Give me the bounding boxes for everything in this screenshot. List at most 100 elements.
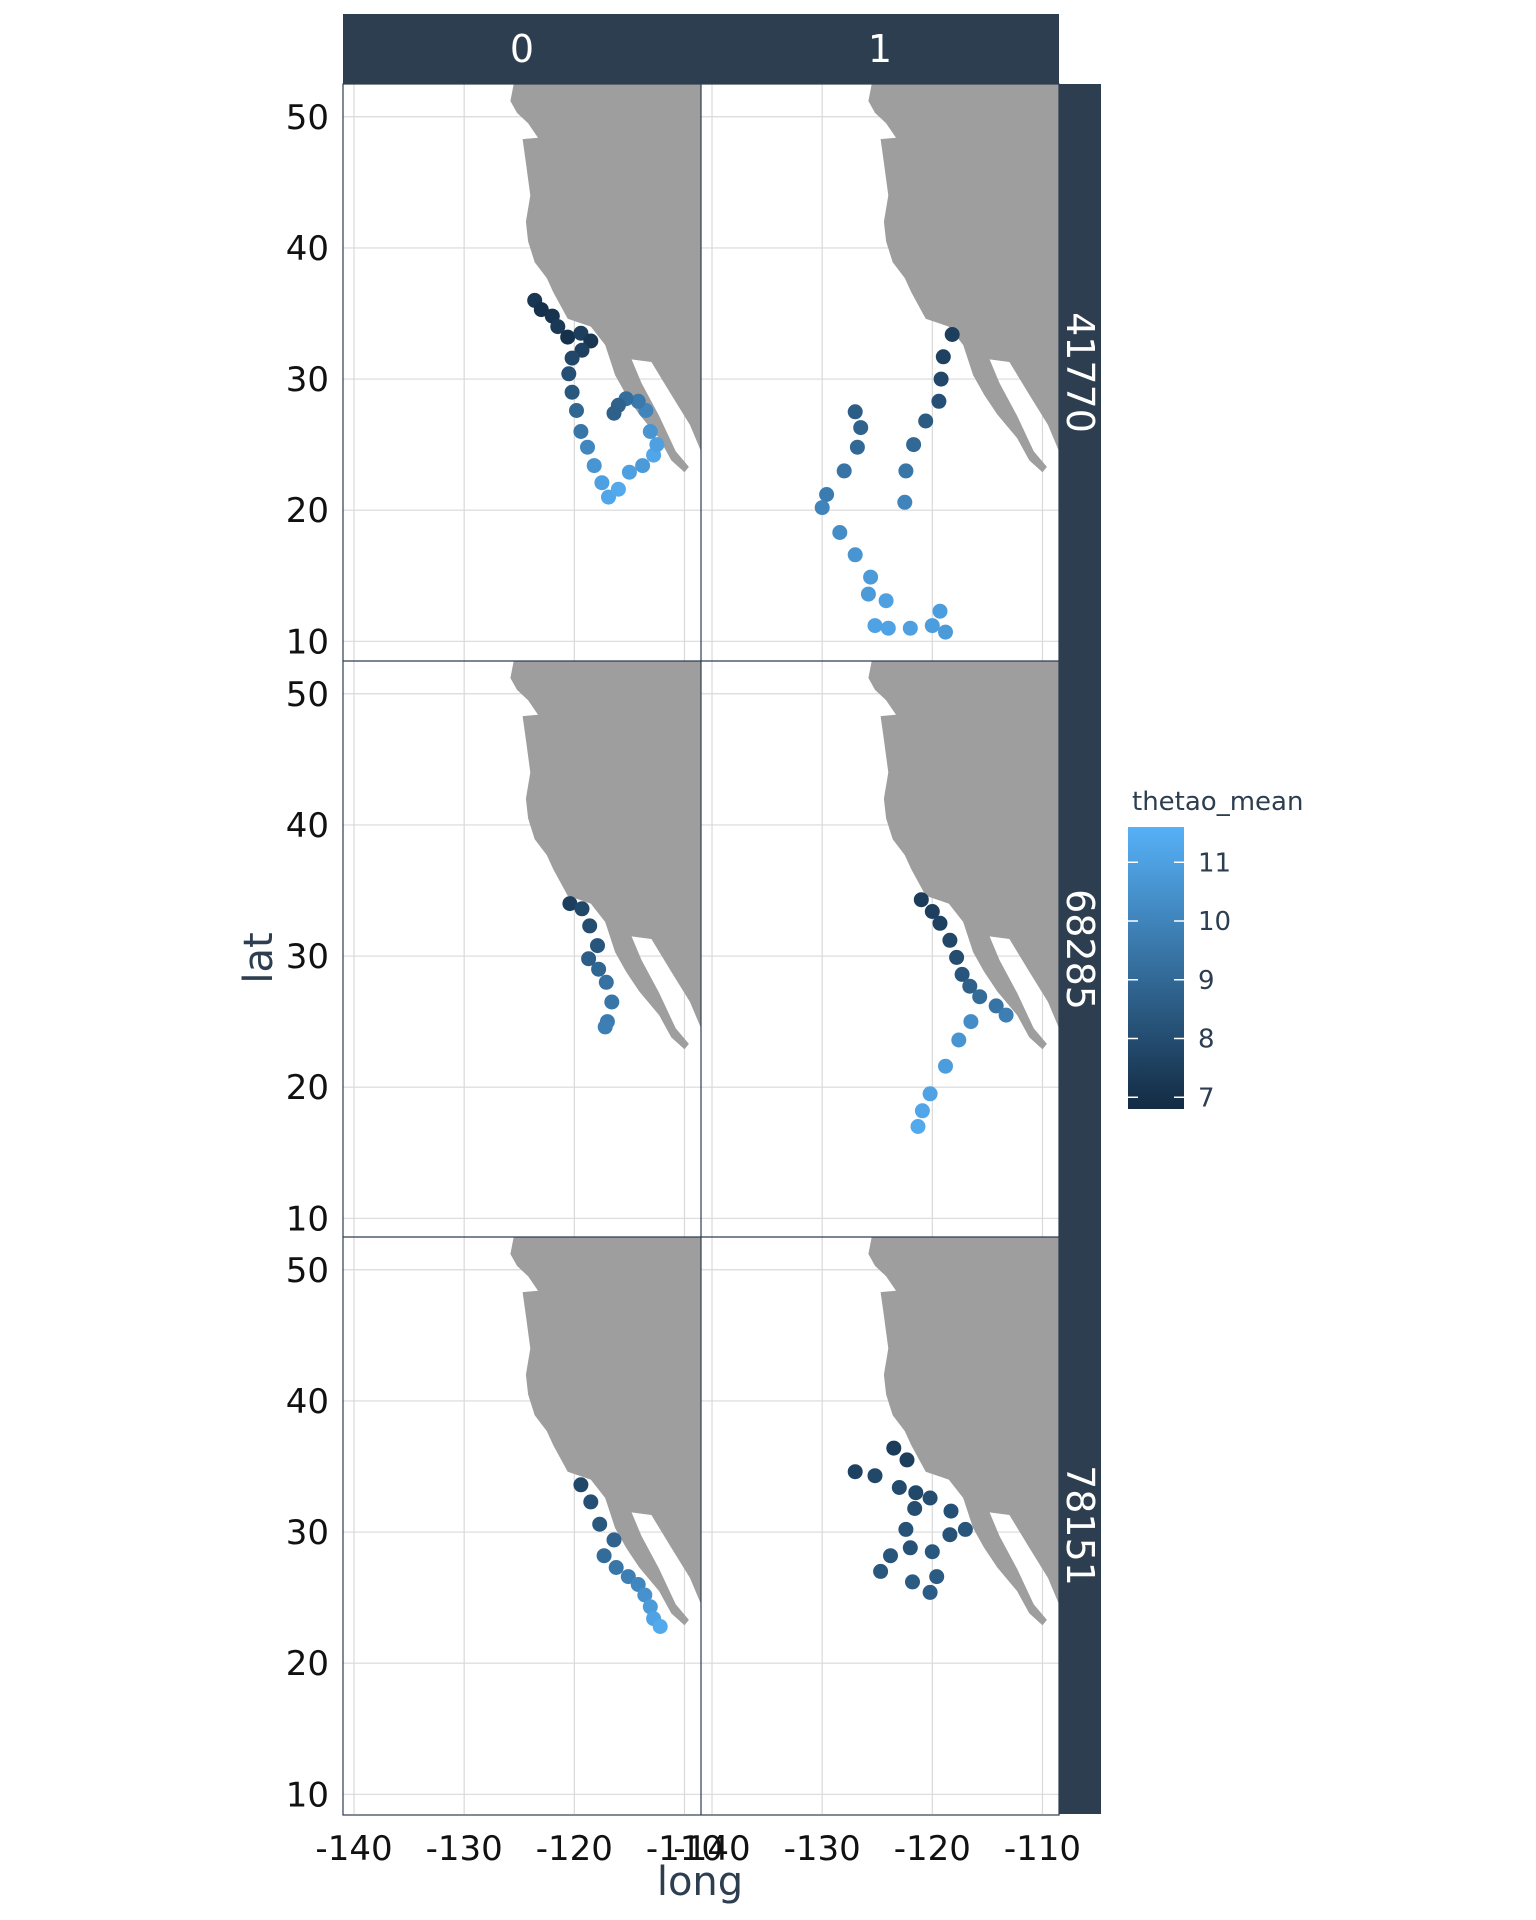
y-tick-label: 50	[286, 1251, 329, 1291]
track-point	[914, 1103, 930, 1119]
land-mass	[510, 1237, 701, 1626]
track-point	[573, 1477, 589, 1493]
track-point	[972, 989, 988, 1005]
x-tick-label: -130	[784, 1829, 861, 1869]
land-mass	[510, 84, 701, 473]
panel-41770-0	[343, 84, 701, 661]
track-point	[867, 1468, 883, 1484]
track-point	[564, 350, 580, 366]
y-tick-label: 50	[286, 98, 329, 138]
track-point	[863, 569, 879, 585]
y-axis: 10 20 30 40 50 10 20 30 40 50 10 20 30 40 50	[286, 98, 329, 1816]
row-strip-label: 68285	[1058, 889, 1102, 1010]
row-strip-label: 41770	[1058, 312, 1102, 433]
track-point	[924, 904, 940, 919]
track-point	[608, 1560, 624, 1575]
track-point	[867, 618, 883, 634]
track-point	[998, 1007, 1014, 1023]
y-tick-label: 20	[286, 491, 329, 531]
track-point	[596, 1548, 612, 1564]
track-point	[899, 1452, 915, 1468]
track-point	[905, 1574, 920, 1590]
track-point	[586, 458, 602, 474]
col-strip	[343, 14, 701, 84]
legend-tick-label: 11	[1198, 848, 1231, 878]
track-point	[908, 1485, 924, 1501]
track-point	[963, 1014, 979, 1030]
track-point	[949, 949, 965, 965]
track-point	[642, 1599, 658, 1615]
x-tick-label: -120	[894, 1829, 971, 1869]
track-point	[832, 525, 848, 540]
track-point	[910, 1119, 926, 1134]
legend-color-bar	[1128, 827, 1184, 1109]
track-point	[594, 475, 610, 491]
track-point	[988, 998, 1004, 1014]
row-strip	[1059, 84, 1101, 661]
track-point	[878, 593, 894, 609]
panel-78151-1	[701, 1237, 1059, 1814]
track-point	[902, 1540, 918, 1556]
track-point	[932, 603, 948, 619]
track-point	[592, 1516, 608, 1532]
col-strip-label: 0	[510, 27, 534, 71]
track-point	[907, 1501, 923, 1516]
track-point	[922, 1490, 938, 1506]
track-point	[929, 1569, 945, 1585]
track-point	[886, 1440, 902, 1456]
y-tick-label: 10	[286, 1199, 329, 1239]
track-point	[902, 620, 918, 636]
track-point	[942, 932, 958, 948]
track-point	[582, 918, 598, 934]
track-point	[569, 403, 584, 418]
track-point	[847, 404, 863, 420]
x-tick-label: -140	[673, 1829, 750, 1869]
x-axis-title: long	[657, 1859, 743, 1905]
track-point	[880, 620, 896, 636]
x-tick-label: -120	[536, 1829, 613, 1869]
track-point	[847, 1464, 863, 1480]
track-point	[560, 329, 576, 345]
y-tick-label: 40	[286, 229, 329, 269]
track-point	[604, 994, 620, 1010]
track-point	[610, 481, 626, 497]
legend-tick-label: 7	[1198, 1083, 1215, 1113]
track-point	[853, 420, 869, 436]
col-strip	[701, 14, 1059, 84]
track-point	[630, 393, 646, 409]
track-point	[931, 393, 947, 409]
track-point	[933, 371, 949, 387]
track-point	[962, 978, 978, 994]
legend-ticks: 7 8 9 10 11	[1128, 848, 1231, 1113]
panel-68285-1	[701, 661, 1059, 1238]
col-strip-label: 1	[868, 27, 892, 71]
track-point	[860, 586, 876, 602]
land-mass	[510, 661, 701, 1050]
facet-panels	[342, 83, 1060, 1816]
x-axis: -140 -130 -120 -110-140 -130 -120 -110	[315, 1829, 1081, 1869]
track-point	[883, 1548, 898, 1564]
track-point	[819, 487, 835, 502]
track-point	[849, 439, 865, 455]
x-tick-label: -110	[646, 1829, 723, 1869]
track-point	[583, 1494, 599, 1510]
track-point	[564, 384, 580, 400]
facet-strips: 0 1 41770 68285 78151	[343, 14, 1102, 1814]
y-tick-label: 50	[286, 675, 329, 715]
track-point	[957, 1521, 973, 1537]
track-point	[918, 413, 934, 429]
track-point	[922, 1086, 938, 1102]
track-point	[891, 1480, 907, 1495]
track-point	[942, 1527, 958, 1543]
track-point	[590, 938, 605, 954]
track-point	[573, 424, 589, 439]
y-axis-title: lat	[236, 932, 282, 983]
legend-tick-label: 10	[1198, 907, 1231, 937]
legend-tick-label: 9	[1198, 966, 1215, 996]
track-point	[621, 464, 637, 480]
y-tick-label: 20	[286, 1644, 329, 1684]
track-point	[814, 500, 830, 516]
track-point	[649, 437, 665, 453]
track-point	[938, 1058, 953, 1074]
track-point	[938, 624, 953, 640]
